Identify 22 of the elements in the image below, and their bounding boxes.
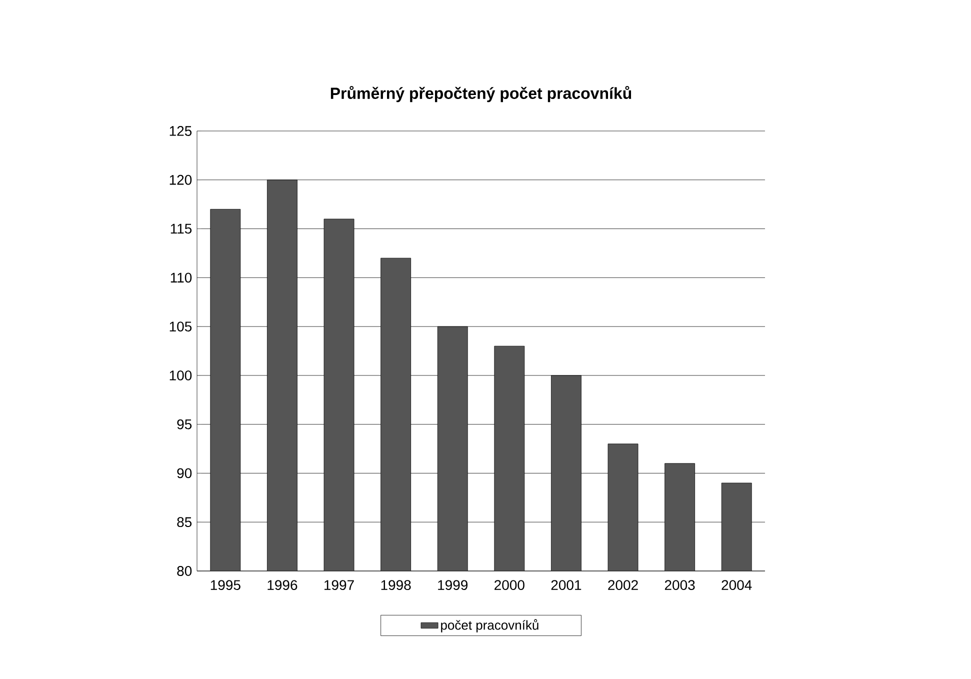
y-tick-label: 85 xyxy=(177,517,192,528)
x-tick-label: 2001 xyxy=(551,580,582,590)
x-tick-label: 2003 xyxy=(664,580,695,590)
y-tick-label: 95 xyxy=(177,419,192,430)
chart-title: Průměrný přepočtený počet pracovníků xyxy=(330,86,632,102)
y-tick-label: 90 xyxy=(177,468,192,478)
y-tick-label: 100 xyxy=(170,370,192,380)
y-tick-label: 105 xyxy=(170,322,192,332)
x-tick-label: 2004 xyxy=(722,580,752,590)
x-tick-label: 2000 xyxy=(494,580,524,590)
y-tick-label: 125 xyxy=(170,126,192,136)
legend-label: počet pracovníků xyxy=(441,619,538,632)
y-tick-label: 115 xyxy=(170,224,192,234)
y-tick-label: 80 xyxy=(177,566,192,576)
y-tick-label: 110 xyxy=(170,272,192,283)
x-tick-label: 1998 xyxy=(381,580,411,590)
x-tick-label: 1997 xyxy=(324,580,354,590)
x-tick-label: 2002 xyxy=(608,580,638,590)
x-tick-label: 1999 xyxy=(438,580,468,590)
y-tick-label: 120 xyxy=(170,174,192,185)
x-tick-label: 1996 xyxy=(268,580,298,590)
x-tick-label: 1995 xyxy=(210,580,240,590)
